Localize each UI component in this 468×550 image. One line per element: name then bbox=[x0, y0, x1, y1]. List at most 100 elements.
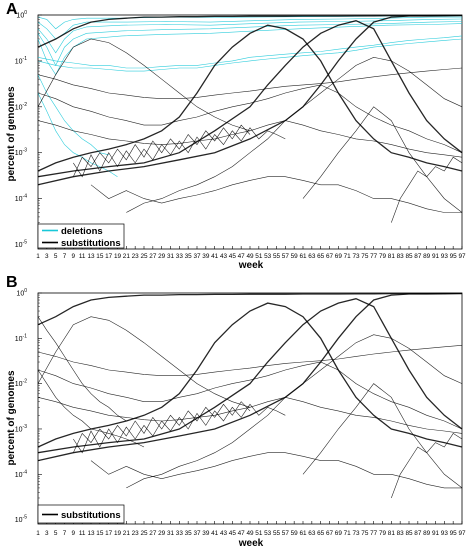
panel-b-x-tick-label: 47 bbox=[238, 530, 246, 537]
panel-b-x-tick-label: 69 bbox=[335, 530, 343, 537]
panel-b-substitutions-line bbox=[73, 403, 286, 454]
panel-b-legend-box bbox=[37, 504, 125, 524]
panel-b-y-tick-exponent: -2 bbox=[23, 379, 28, 385]
panel-b-substitutions-line bbox=[37, 316, 127, 422]
panel-a-x-tick-label: 35 bbox=[185, 253, 193, 260]
panel-b-x-tick-label: 19 bbox=[114, 530, 122, 537]
panel-a-x-tick-label: 3 bbox=[45, 253, 49, 260]
panel-a-x-tick-label: 79 bbox=[379, 253, 387, 260]
panel-a-x-tick-label: 85 bbox=[405, 253, 413, 260]
panel-a-substitutions-line bbox=[37, 84, 463, 153]
panel-b-x-tick-label: 79 bbox=[379, 530, 387, 537]
panel-a-xlabel: week bbox=[238, 260, 264, 271]
panel-b-y-tick-exponent: 0 bbox=[24, 288, 27, 294]
panel-b-x-tick-label: 61 bbox=[299, 530, 307, 537]
panel-a-deletions-line bbox=[37, 23, 463, 76]
panel-b-x-tick-label: 15 bbox=[96, 530, 104, 537]
panel-b-x-tick-label: 91 bbox=[432, 530, 440, 537]
panel-a-substitutions-line bbox=[37, 120, 463, 158]
panel-a-x-tick-label: 43 bbox=[220, 253, 228, 260]
panel-b-substitutions-line bbox=[37, 396, 463, 434]
panel-b-substitutions-line bbox=[37, 298, 463, 454]
panel-b-x-tick-label: 65 bbox=[317, 530, 325, 537]
panel-a-x-tick-label: 71 bbox=[344, 253, 352, 260]
panel-b-x-tick-label: 13 bbox=[87, 530, 95, 537]
panel-a-x-tick-label: 25 bbox=[140, 253, 148, 260]
panel-b-x-tick-label: 97 bbox=[458, 530, 466, 537]
panel-a-y-tick-label: 10-4 bbox=[15, 194, 27, 204]
panel-a-x-tick-label: 29 bbox=[158, 253, 166, 260]
panel-b-x-tick-label: 53 bbox=[264, 530, 272, 537]
panel-b-y-tick-exponent: -4 bbox=[23, 469, 28, 475]
panel-b-substitutions-line bbox=[37, 292, 462, 326]
panel-a-x-tick-label: 87 bbox=[414, 253, 422, 260]
panel-a-x-tick-label: 75 bbox=[361, 253, 369, 260]
panel-a-deletions-line bbox=[37, 18, 463, 54]
panel-a-x-tick-label: 77 bbox=[370, 253, 378, 260]
panel-a-x-tick-label: 21 bbox=[123, 253, 131, 260]
panel-a-x-tick-label: 93 bbox=[441, 253, 449, 260]
panel-b-series-substitutions bbox=[37, 292, 463, 499]
panel-b-x-tick-label: 17 bbox=[105, 530, 113, 537]
panel-a-substitutions-line bbox=[302, 106, 463, 213]
panel-b-substitutions-line bbox=[37, 292, 463, 462]
panel-b-x-tick-label: 1 bbox=[36, 530, 40, 537]
panel-a-y-tick-label: 100 bbox=[16, 10, 27, 20]
panel-b-x-tick-label: 81 bbox=[388, 530, 396, 537]
panel-b-letter: B bbox=[6, 274, 18, 291]
panel-a-x-tick-label: 47 bbox=[238, 253, 246, 260]
panel-b-legend: substitutions bbox=[37, 504, 125, 524]
panel-b-x-tick-label: 57 bbox=[282, 530, 290, 537]
panel-a-x-tick-label: 55 bbox=[273, 253, 281, 260]
panel-b-x-tick-label: 63 bbox=[308, 530, 316, 537]
panel-b-substitutions-line bbox=[37, 316, 251, 408]
panel-a-substitutions-line bbox=[126, 56, 463, 213]
panel-a-x-tick-label: 17 bbox=[105, 253, 113, 260]
panel-a-y-tick-exponent: -4 bbox=[23, 194, 28, 200]
panel-a-y-tick-exponent: -2 bbox=[23, 102, 28, 108]
panel-b-x-tick-label: 73 bbox=[352, 530, 360, 537]
panel-b-x-tick-label: 49 bbox=[246, 530, 254, 537]
panel-a-substitutions-line bbox=[37, 67, 463, 99]
panel-a-y-tick-exponent: -1 bbox=[23, 56, 28, 62]
panel-a-legend-label-deletions: deletions bbox=[61, 226, 103, 237]
panel-a-substitutions-line bbox=[37, 20, 463, 178]
panel-b-substitutions-line bbox=[302, 383, 463, 489]
panel-b-x-tick-label: 33 bbox=[176, 530, 184, 537]
panel-b-x-tick-label: 21 bbox=[123, 530, 131, 537]
panel-a-x-tick-label: 57 bbox=[282, 253, 290, 260]
panel-a-x-tick-label: 61 bbox=[299, 253, 307, 260]
panel-a-x-tick-label: 65 bbox=[317, 253, 325, 260]
panel-b-x-tick-label: 37 bbox=[193, 530, 201, 537]
panel-a-x-tick-label: 33 bbox=[176, 253, 184, 260]
panel-a-x-tick-label: 15 bbox=[96, 253, 104, 260]
panel-a-y-tick-label: 10-1 bbox=[15, 56, 27, 66]
panel-b-y-tick-exponent: -1 bbox=[23, 333, 28, 339]
panel-a-x-tick-label: 19 bbox=[114, 253, 122, 260]
panel-a-x-tick-label: 89 bbox=[423, 253, 431, 260]
panel-a-x-tick-label: 49 bbox=[246, 253, 254, 260]
panel-a-x-tick-label: 83 bbox=[397, 253, 405, 260]
panel-a-x-tick-label: 63 bbox=[308, 253, 316, 260]
panel-b-x-tick-label: 29 bbox=[158, 530, 166, 537]
panel-b-x-tick-label: 75 bbox=[361, 530, 369, 537]
panel-b-x-tick-label: 59 bbox=[291, 530, 299, 537]
panel-b-substitutions-line bbox=[37, 345, 463, 377]
panel-b-x-tick-label: 85 bbox=[405, 530, 413, 537]
panel-b-x-tick-label: 9 bbox=[72, 530, 76, 537]
panel-a-x-tick-label: 41 bbox=[211, 253, 219, 260]
panel-b-y-tick-exponent: -5 bbox=[23, 515, 28, 521]
panel-b-x-tick-label: 67 bbox=[326, 530, 334, 537]
panel-a-x-tick-label: 39 bbox=[202, 253, 210, 260]
panel-b-x-tick-label: 11 bbox=[79, 530, 86, 537]
panel-a-x-tick-label: 97 bbox=[458, 253, 466, 260]
panel-b-y-tick-label: 100 bbox=[16, 288, 27, 298]
panel-b-x-tick-label: 27 bbox=[149, 530, 157, 537]
panel-a-x-tick-label: 59 bbox=[291, 253, 299, 260]
panel-b-y-tick-label: 10-2 bbox=[15, 379, 27, 389]
panel-a-x-tick-label: 37 bbox=[193, 253, 201, 260]
panel-a-x-tick-label: 53 bbox=[264, 253, 272, 260]
panel-a-deletions-line bbox=[37, 35, 463, 69]
